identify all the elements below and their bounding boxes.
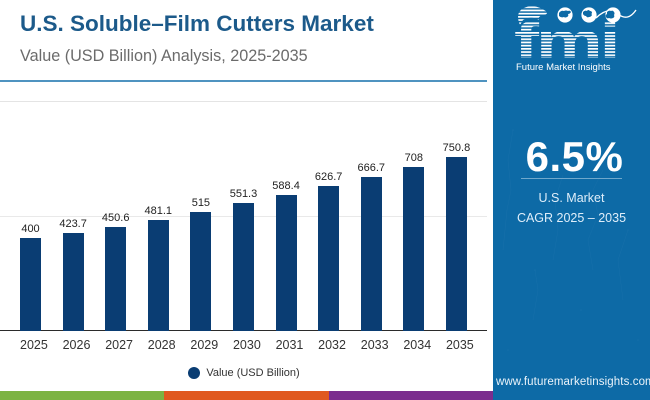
svg-text:fmi: fmi [514, 13, 617, 69]
svg-text:Future Market Insights: Future Market Insights [516, 62, 611, 73]
